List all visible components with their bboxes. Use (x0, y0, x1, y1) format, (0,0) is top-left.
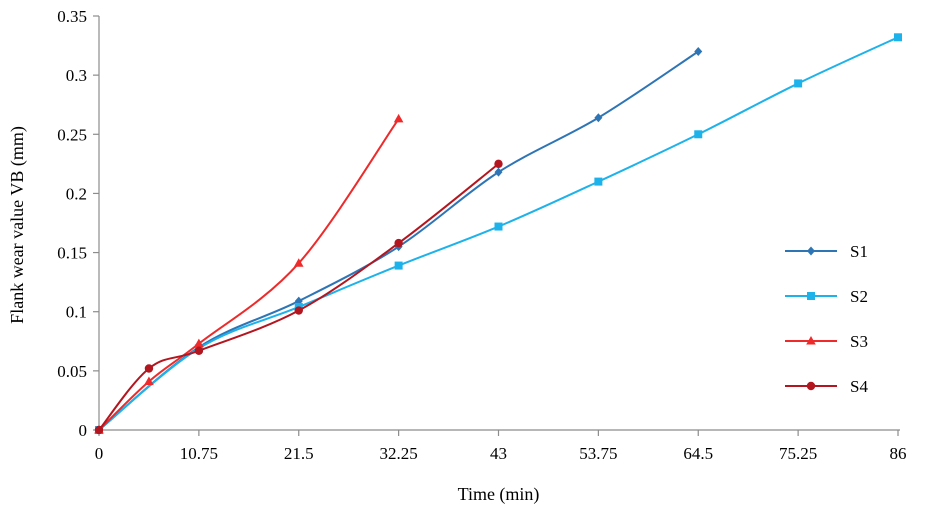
y-tick-label: 0.1 (66, 303, 87, 322)
legend-item: S2 (785, 287, 868, 306)
data-point (594, 113, 603, 123)
data-point (194, 346, 204, 355)
x-tick-label: 75.25 (779, 444, 817, 463)
legend-label: S2 (850, 287, 868, 306)
series-line (98, 36, 899, 431)
legend-marker (806, 381, 816, 391)
data-point (394, 238, 403, 248)
data-point (694, 46, 703, 56)
data-point (144, 364, 154, 373)
series-line (98, 118, 400, 431)
data-point (694, 130, 703, 139)
data-point (94, 425, 104, 435)
legend-item: S1 (785, 242, 868, 261)
x-tick-label: 32.25 (380, 444, 418, 463)
y-tick-label: 0 (79, 421, 88, 440)
data-point (494, 167, 503, 177)
data-point (594, 177, 603, 186)
y-tick-label: 0.25 (57, 125, 87, 144)
series-s3 (94, 113, 404, 434)
ticks: 0 0.05 0.1 0.15 0.2 0.25 0.3 0.35 0 10.75 21.5 32.2… (57, 7, 906, 463)
series-layer (94, 33, 902, 435)
data-point (194, 338, 204, 348)
legend-marker (807, 246, 815, 256)
legend-marker (807, 292, 815, 300)
legend-item: S4 (785, 377, 868, 396)
series-s4 (94, 159, 503, 435)
data-point (393, 113, 404, 123)
legend-label: S1 (850, 242, 868, 261)
x-tick-label: 53.75 (579, 444, 617, 463)
series-s2 (95, 33, 902, 434)
x-tick-label: 10.75 (180, 444, 218, 463)
legend-item: S3 (785, 332, 868, 351)
legend: S1 S2 S3 S4 (785, 242, 868, 396)
legend-label: S4 (850, 377, 868, 396)
axes (98, 16, 900, 431)
x-tick-label: 64.5 (683, 444, 713, 463)
x-tick-label: 0 (95, 444, 104, 463)
data-point (494, 222, 503, 231)
x-tick-label: 43 (490, 444, 507, 463)
legend-label: S3 (850, 332, 868, 351)
legend-marker (806, 336, 816, 345)
data-point (293, 258, 304, 267)
y-tick-label: 0.05 (57, 362, 87, 381)
y-tick-label: 0.2 (66, 184, 87, 203)
data-point (144, 376, 154, 386)
data-point (294, 306, 303, 315)
data-point (494, 159, 503, 169)
x-axis-title: Time (min) (458, 484, 540, 505)
data-point (394, 261, 403, 270)
data-point (794, 79, 803, 88)
x-tick-label: 21.5 (284, 444, 314, 463)
y-tick-label: 0.15 (57, 244, 87, 263)
y-tick-label: 0.35 (57, 7, 87, 26)
data-point (894, 33, 902, 42)
x-tick-label: 86 (890, 444, 907, 463)
y-axis-title: Flank wear value VB (mm) (7, 126, 28, 324)
y-tick-label: 0.3 (66, 66, 87, 85)
